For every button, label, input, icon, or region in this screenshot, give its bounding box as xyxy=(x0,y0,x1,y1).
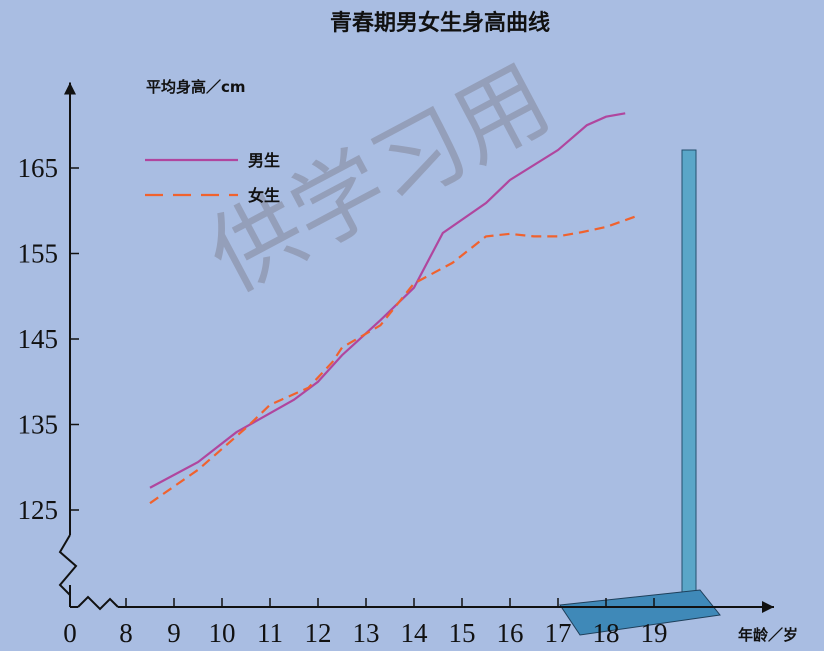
data-line xyxy=(149,215,636,505)
data-line xyxy=(149,112,626,489)
x-tick-label: 15 xyxy=(449,618,476,648)
y-tick-label: 155 xyxy=(18,239,59,269)
y-tick-label: 135 xyxy=(18,410,59,440)
x-tick-label: 19 xyxy=(641,618,668,648)
axis-break xyxy=(77,595,119,611)
x-tick-label: 16 xyxy=(497,618,524,648)
legend-label: 女生 xyxy=(248,186,280,205)
legend-label: 男生 xyxy=(248,151,280,170)
x-arrow xyxy=(762,601,774,613)
y-tick-label: 145 xyxy=(18,324,59,354)
x-axis-label: 年龄／岁 xyxy=(738,626,798,644)
x-tick-label: 11 xyxy=(257,618,283,648)
x-tick-label: 8 xyxy=(119,618,133,648)
x-tick-label: 17 xyxy=(545,618,572,648)
x-tick-label: 13 xyxy=(353,618,380,648)
x-tick-label: 10 xyxy=(209,618,236,648)
measuring-stick xyxy=(681,149,697,611)
y-axis-label: 平均身高／cm xyxy=(146,78,246,96)
axis-break xyxy=(58,534,78,596)
chart-title: 青春期男女生身高曲线 xyxy=(330,10,550,36)
x-tick-label: 9 xyxy=(167,618,181,648)
y-arrow xyxy=(64,82,76,95)
scale-platform xyxy=(559,589,721,636)
x-tick-label: 18 xyxy=(593,618,620,648)
x-tick-label: 0 xyxy=(63,618,77,648)
x-tick-label: 14 xyxy=(401,618,429,648)
x-tick-label: 12 xyxy=(305,618,332,648)
y-tick-label: 125 xyxy=(18,495,59,525)
y-tick-label: 165 xyxy=(18,153,59,183)
